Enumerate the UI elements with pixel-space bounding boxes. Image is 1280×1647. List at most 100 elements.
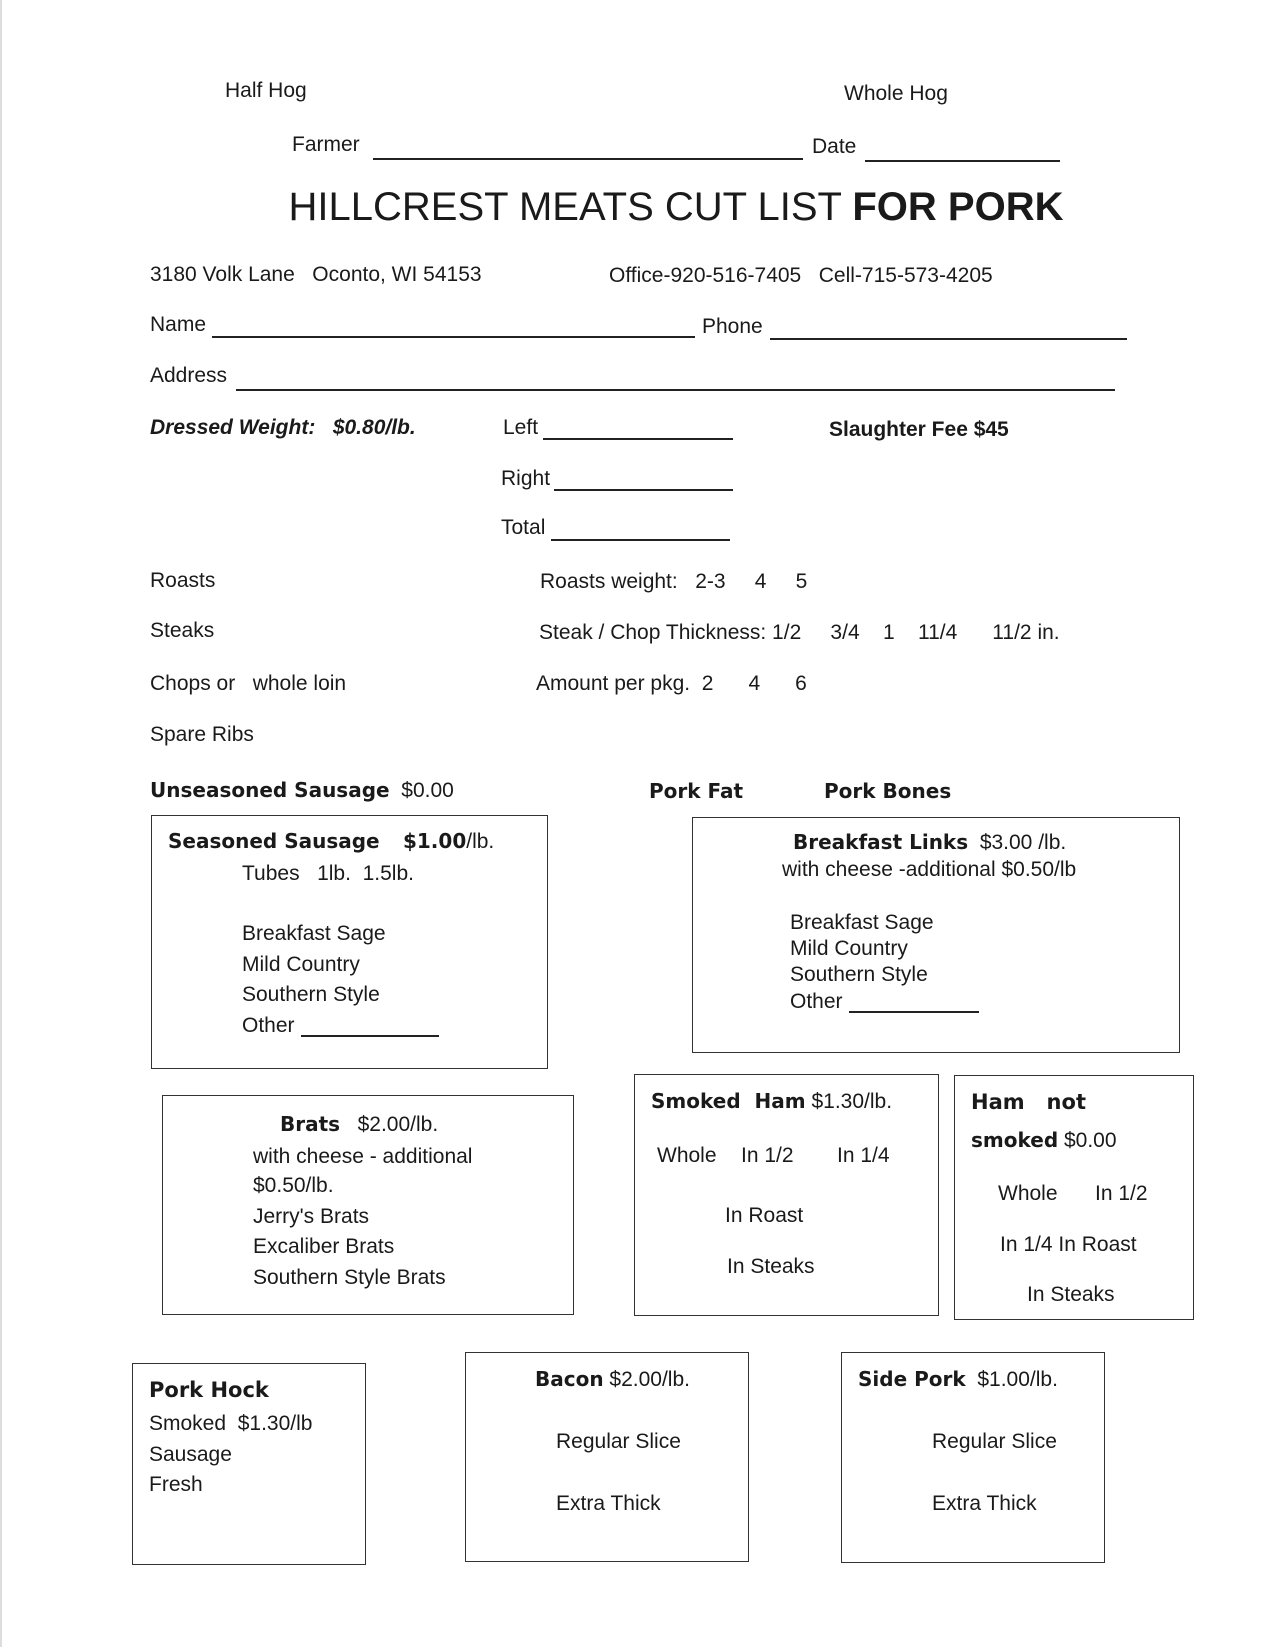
ham-not-smoked-option[interactable]: Whole bbox=[998, 1182, 1058, 1205]
smoked-ham-box: Smoked Ham $1.30/lb. Whole In 1/2 In 1/4… bbox=[634, 1074, 939, 1316]
address-label: Address bbox=[150, 364, 228, 387]
ham-not-smoked-option[interactable]: In 1/4 In Roast bbox=[1000, 1233, 1137, 1256]
seasoned-heading: Seasoned Sausage $1.00/lb. bbox=[168, 829, 494, 854]
unseasoned-sausage[interactable]: Unseasoned Sausage $0.00 bbox=[150, 778, 454, 803]
seasoned-item[interactable]: Mild Country bbox=[242, 953, 360, 976]
smoked-ham-title: Smoked Ham bbox=[651, 1089, 806, 1113]
side-pork-option[interactable]: Extra Thick bbox=[932, 1492, 1037, 1515]
date-field[interactable] bbox=[865, 160, 1060, 162]
steaks-option[interactable]: Steaks bbox=[150, 619, 215, 642]
breakfast-links-item[interactable]: Other bbox=[790, 990, 843, 1013]
brats-item[interactable]: Jerry's Brats bbox=[253, 1205, 370, 1228]
business-address: 3180 Volk Lane Oconto, WI 54153 bbox=[150, 263, 482, 286]
side-pork-box: Side Pork $1.00/lb. Regular Slice Extra … bbox=[841, 1352, 1105, 1563]
ham-not-smoked-price: $0.00 bbox=[1063, 1129, 1117, 1152]
tubes-option[interactable]: Tubes 1lb. 1.5lb. bbox=[242, 862, 414, 885]
roasts-weight[interactable]: Roasts weight: 2-3 4 5 bbox=[540, 570, 808, 593]
pork-hock-title: Pork Hock bbox=[149, 1378, 269, 1402]
ham-not-smoked-box: Ham not smoked $0.00 Whole In 1/2 In 1/4… bbox=[954, 1075, 1194, 1320]
seasoned-item[interactable]: Southern Style bbox=[242, 983, 380, 1006]
ham-not-smoked-title2: smoked bbox=[971, 1128, 1059, 1152]
ham-not-smoked-heading2: smoked $0.00 bbox=[971, 1128, 1117, 1153]
side-pork-price: $1.00/lb. bbox=[977, 1368, 1058, 1391]
half-hog-option[interactable]: Half Hog bbox=[225, 79, 307, 102]
left-field[interactable] bbox=[543, 438, 733, 440]
whole-hog-option[interactable]: Whole Hog bbox=[844, 82, 948, 105]
pork-hock-box: Pork Hock Smoked $1.30/lb Sausage Fresh bbox=[132, 1363, 366, 1565]
date-label: Date bbox=[812, 135, 857, 158]
pork-hock-option[interactable]: Smoked $1.30/lb bbox=[149, 1412, 313, 1435]
seasoned-item[interactable]: Other bbox=[242, 1014, 295, 1037]
breakfast-links-cheese[interactable]: with cheese -additional $0.50/lb bbox=[782, 858, 1077, 881]
smoked-ham-price: $1.30/lb. bbox=[811, 1090, 893, 1113]
page-title: HILLCREST MEATS CUT LIST FOR PORK bbox=[0, 184, 1280, 230]
smoked-ham-option[interactable]: In 1/2 bbox=[741, 1144, 794, 1167]
bacon-option[interactable]: Regular Slice bbox=[556, 1430, 681, 1453]
seasoned-price: $1.00 bbox=[402, 829, 467, 853]
pork-hock-option[interactable]: Sausage bbox=[149, 1443, 232, 1466]
ham-not-smoked-title: Ham not bbox=[971, 1090, 1086, 1114]
ham-not-smoked-option[interactable]: In Steaks bbox=[1027, 1283, 1115, 1306]
amount-per-pkg[interactable]: Amount per pkg. 2 4 6 bbox=[536, 672, 807, 695]
breakfast-links-title: Breakfast Links bbox=[793, 830, 969, 854]
breakfast-links-box: Breakfast Links $3.00 /lb. with cheese -… bbox=[692, 817, 1180, 1053]
smoked-ham-option[interactable]: In Roast bbox=[725, 1204, 804, 1227]
breakfast-links-other-field[interactable] bbox=[849, 1011, 979, 1013]
farmer-label: Farmer bbox=[292, 133, 360, 156]
bacon-heading: Bacon $2.00/lb. bbox=[535, 1367, 690, 1392]
roasts-option[interactable]: Roasts bbox=[150, 569, 216, 592]
side-pork-title: Side Pork bbox=[858, 1367, 966, 1391]
brats-box: Brats $2.00/lb. with cheese - additional… bbox=[162, 1095, 574, 1315]
phone-field[interactable] bbox=[770, 338, 1127, 340]
scan-edge bbox=[0, 0, 2, 1647]
brats-item[interactable]: Southern Style Brats bbox=[253, 1266, 446, 1289]
pork-hock-option[interactable]: Fresh bbox=[149, 1473, 203, 1496]
seasoned-title: Seasoned Sausage bbox=[168, 829, 380, 853]
brats-item[interactable]: Excaliber Brats bbox=[253, 1235, 395, 1258]
spare-ribs-option[interactable]: Spare Ribs bbox=[150, 723, 254, 746]
total-field[interactable] bbox=[551, 539, 730, 541]
seasoned-sausage-box: Seasoned Sausage $1.00/lb. Tubes 1lb. 1.… bbox=[151, 815, 548, 1069]
ham-not-smoked-option[interactable]: In 1/2 bbox=[1095, 1182, 1148, 1205]
brats-heading: Brats $2.00/lb. bbox=[280, 1112, 438, 1137]
slaughter-fee: Slaughter Fee $45 bbox=[829, 418, 1009, 441]
brats-line[interactable]: with cheese - additional bbox=[253, 1145, 473, 1168]
bacon-title: Bacon bbox=[535, 1367, 604, 1391]
right-label: Right bbox=[501, 467, 551, 490]
pork-bones-option[interactable]: Pork Bones bbox=[824, 779, 952, 803]
brats-title: Brats bbox=[280, 1112, 341, 1136]
phone-label: Phone bbox=[702, 315, 763, 338]
business-phones: Office-920-516-7405 Cell-715-573-4205 bbox=[609, 264, 993, 287]
steak-chop-thickness[interactable]: Steak / Chop Thickness: 1/2 3/4 1 11/4 1… bbox=[539, 621, 1060, 644]
farmer-field[interactable] bbox=[373, 158, 803, 160]
right-field[interactable] bbox=[554, 489, 733, 491]
title-regular: HILLCREST MEATS CUT LIST bbox=[288, 185, 853, 229]
side-pork-option[interactable]: Regular Slice bbox=[932, 1430, 1057, 1453]
address-field[interactable] bbox=[236, 389, 1115, 391]
bacon-price: $2.00/lb. bbox=[609, 1368, 690, 1391]
breakfast-links-item[interactable]: Southern Style bbox=[790, 963, 928, 986]
title-bold: FOR PORK bbox=[852, 185, 1064, 229]
smoked-ham-option[interactable]: In 1/4 bbox=[837, 1144, 890, 1167]
brats-price: $2.00/lb. bbox=[357, 1113, 439, 1136]
pork-fat-option[interactable]: Pork Fat bbox=[649, 779, 744, 803]
unseasoned-label: Unseasoned Sausage bbox=[150, 778, 390, 802]
chops-option[interactable]: Chops or whole loin bbox=[150, 672, 347, 695]
brats-line: $0.50/lb. bbox=[253, 1174, 334, 1197]
breakfast-links-item[interactable]: Mild Country bbox=[790, 937, 908, 960]
breakfast-links-price: $3.00 /lb. bbox=[979, 831, 1067, 854]
total-label: Total bbox=[501, 516, 546, 539]
name-field[interactable] bbox=[212, 336, 695, 338]
bacon-box: Bacon $2.00/lb. Regular Slice Extra Thic… bbox=[465, 1352, 749, 1562]
smoked-ham-option[interactable]: Whole bbox=[657, 1144, 717, 1167]
smoked-ham-option[interactable]: In Steaks bbox=[727, 1255, 815, 1278]
smoked-ham-heading: Smoked Ham $1.30/lb. bbox=[651, 1089, 892, 1114]
bacon-option[interactable]: Extra Thick bbox=[556, 1492, 661, 1515]
seasoned-item[interactable]: Breakfast Sage bbox=[242, 922, 386, 945]
breakfast-links-heading: Breakfast Links $3.00 /lb. bbox=[793, 830, 1066, 855]
breakfast-links-item[interactable]: Breakfast Sage bbox=[790, 911, 934, 934]
seasoned-unit: /lb. bbox=[466, 830, 495, 853]
seasoned-other-field[interactable] bbox=[301, 1035, 439, 1037]
left-label: Left bbox=[503, 416, 539, 439]
dressed-weight: Dressed Weight: $0.80/lb. bbox=[150, 416, 416, 439]
